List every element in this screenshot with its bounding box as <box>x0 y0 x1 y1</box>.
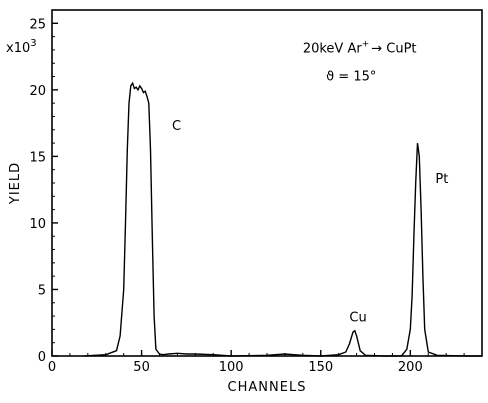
y-tick-label: 15 <box>29 150 46 165</box>
series-line <box>84 81 482 357</box>
annotation-text: 20keV Ar <box>303 42 363 57</box>
annotation-label: 20keV Ar+ → CuPt <box>303 40 417 57</box>
annotation-text-rest: → CuPt <box>371 42 416 57</box>
annotation-text: C <box>172 119 181 134</box>
y-tick-label: 10 <box>29 217 46 232</box>
x-tick-label: 50 <box>133 360 150 375</box>
x-tick-label: 200 <box>398 360 423 375</box>
annotations: 20keV Ar+ → CuPt ϑ = 15° C Cu Pt <box>172 40 448 326</box>
annotation-text: Cu <box>349 310 366 325</box>
y-tick-label: 20 <box>29 84 46 99</box>
annotation-text: ϑ = 15° <box>326 70 376 85</box>
annotation-text: Pt <box>435 172 448 187</box>
x-tick-label: 150 <box>308 360 333 375</box>
y-multiplier-base: x10 <box>6 41 30 56</box>
y-multiplier-exponent: 3 <box>30 38 36 49</box>
x-tick-label: 0 <box>48 360 56 375</box>
annotation-superscript: + <box>362 40 370 50</box>
y-tick-label: 5 <box>38 283 46 298</box>
y-tick-label: 25 <box>29 17 46 32</box>
plot-frame <box>51 9 483 357</box>
y-axis-title: YIELD <box>8 162 23 205</box>
annotation-label: Pt <box>435 172 448 187</box>
y-tick-label: 0 <box>38 350 46 365</box>
x-tick-label: 100 <box>219 360 244 375</box>
annotation-label: C <box>172 119 181 134</box>
x-axis-title: CHANNELS <box>228 380 307 395</box>
annotation-label: Cu <box>349 310 366 325</box>
annotation-label: ϑ = 15° <box>326 70 376 85</box>
y-axis-ticks: 0 5 10 15 20 25 <box>29 17 58 365</box>
y-axis-multiplier: x103 <box>6 38 37 56</box>
